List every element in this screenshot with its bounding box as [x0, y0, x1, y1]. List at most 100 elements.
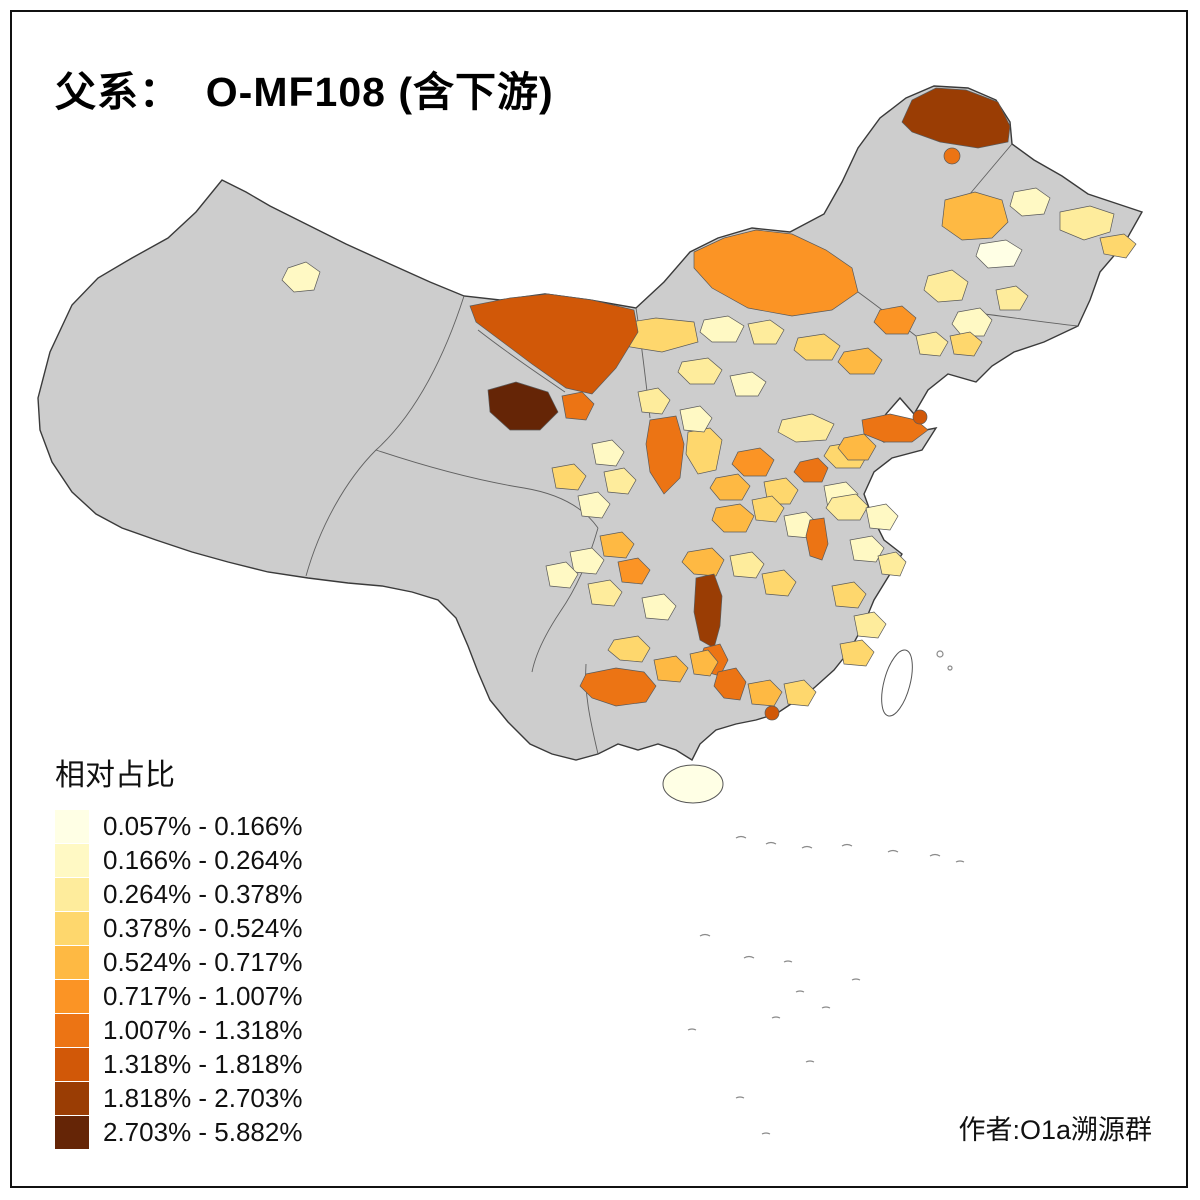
map-region: [637, 387, 671, 415]
legend-item: 1.007% - 1.318%: [55, 1014, 302, 1047]
legend-swatch: [55, 878, 89, 911]
map-region: [551, 463, 587, 491]
map-region: [901, 87, 1011, 149]
mainland-outline: [37, 85, 1144, 762]
map-region: [685, 427, 723, 475]
map-region: [912, 409, 928, 425]
map-region: [487, 381, 559, 431]
map-region: [915, 331, 949, 357]
map-region: [641, 593, 677, 621]
map-region: [711, 503, 755, 533]
penghu-islet: [947, 665, 953, 671]
map-region: [825, 493, 869, 521]
map-region: [747, 319, 785, 345]
legend-swatch: [55, 912, 89, 945]
map-region: [693, 573, 723, 649]
legend-item: 0.264% - 0.378%: [55, 878, 302, 911]
map-region: [617, 557, 651, 585]
map-region: [943, 147, 961, 165]
legend-item: 0.057% - 0.166%: [55, 810, 302, 843]
map-region: [713, 667, 747, 701]
map-title: 父系： O-MF108 (含下游): [55, 69, 554, 115]
legend-swatch: [55, 1082, 89, 1115]
map-region: [645, 415, 685, 495]
attribution: 作者:O1a溯源群: [958, 1115, 1152, 1145]
map-region: [1099, 233, 1137, 259]
legend-item: 0.378% - 0.524%: [55, 912, 302, 945]
map-region: [805, 517, 829, 561]
map-region: [951, 307, 993, 337]
map-region: [873, 305, 917, 335]
map-region: [561, 391, 595, 421]
legend-label: 1.318% - 1.818%: [103, 1049, 303, 1079]
legend-label: 1.007% - 1.318%: [103, 1015, 303, 1045]
legend-label: 0.166% - 0.264%: [103, 845, 303, 875]
map-region: [545, 561, 579, 589]
penghu-islet: [936, 650, 944, 658]
legend-label: 0.264% - 0.378%: [103, 879, 303, 909]
legend-swatch: [55, 1048, 89, 1081]
map-region: [764, 705, 780, 721]
map-region: [839, 639, 875, 667]
map-region: [591, 439, 625, 467]
map-region: [861, 413, 929, 443]
map-region: [679, 405, 713, 433]
legend-label: 0.717% - 1.007%: [103, 981, 303, 1011]
map-region: [1059, 205, 1115, 241]
map-region: [923, 269, 969, 303]
legend-swatch: [55, 1014, 89, 1047]
legend-item: 2.703% - 5.882%: [55, 1116, 302, 1149]
map-region: [837, 347, 883, 375]
legend-label: 1.818% - 2.703%: [103, 1083, 303, 1113]
legend-title: 相对占比: [55, 759, 175, 792]
map-region: [681, 547, 725, 577]
legend-swatch: [55, 1116, 89, 1149]
map-region: [699, 315, 745, 343]
map-region: [731, 447, 775, 477]
choropleth-regions: [281, 87, 1137, 721]
map-region: [693, 229, 859, 317]
map-region: [729, 551, 765, 579]
map-region: [577, 491, 611, 519]
map-region: [837, 433, 877, 461]
map-region: [747, 679, 783, 707]
legend-swatch: [55, 980, 89, 1013]
map-region: [599, 531, 635, 559]
map-region: [469, 293, 639, 395]
map-region: [853, 611, 887, 639]
hainan-island: [662, 764, 724, 804]
map-region: [1009, 187, 1051, 217]
map-region: [607, 635, 651, 663]
south-china-sea-islets: [687, 835, 965, 1135]
map-region: [653, 655, 689, 683]
legend-label: 0.378% - 0.524%: [103, 913, 303, 943]
map-region: [831, 581, 867, 609]
legend-swatch: [55, 946, 89, 979]
map-region: [761, 569, 797, 597]
map-region: [949, 331, 983, 357]
map-region: [587, 579, 623, 607]
map-region: [751, 495, 785, 523]
legend-item: 0.717% - 1.007%: [55, 980, 302, 1013]
map-region: [941, 191, 1009, 241]
legend-label: 2.703% - 5.882%: [103, 1117, 303, 1147]
map-region: [603, 467, 637, 495]
map-region: [849, 535, 885, 563]
map-region: [579, 667, 657, 707]
map-region: [689, 649, 719, 677]
legend-label: 0.057% - 0.166%: [103, 811, 303, 841]
legend: 相对占比 0.057% - 0.166% 0.166% - 0.264% 0.264…: [55, 750, 302, 1150]
legend-item: 1.818% - 2.703%: [55, 1082, 302, 1115]
map-region: [677, 357, 723, 385]
legend-label: 0.524% - 0.717%: [103, 947, 303, 977]
legend-swatch: [55, 810, 89, 843]
map-region: [793, 333, 841, 361]
map-region: [729, 371, 767, 397]
map-region: [865, 503, 899, 531]
map-region: [975, 239, 1023, 269]
map-region: [783, 679, 817, 707]
map-region: [281, 261, 321, 293]
map-region: [777, 413, 835, 443]
